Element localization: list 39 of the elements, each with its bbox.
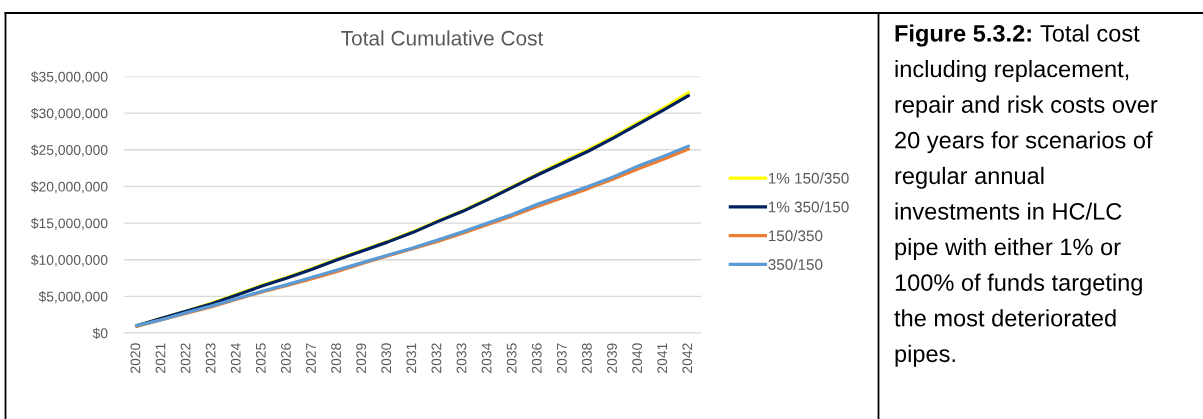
x-tick-label: 2030	[381, 343, 392, 373]
x-tick-label: 2029	[356, 343, 367, 373]
text: Total cost	[1040, 24, 1140, 42]
legend-label: 1% 350/150	[768, 201, 849, 213]
y-tick-label: $20,000,000	[30, 181, 108, 194]
x-tick-label: 2020	[130, 343, 141, 373]
x-tick-label: 2022	[180, 343, 191, 373]
legend-label: 350/150	[768, 258, 823, 270]
legend-label: 1% 150/350	[768, 172, 849, 184]
x-tick-label: 2041	[657, 343, 668, 373]
x-tick-label: 2027	[306, 343, 316, 373]
x-tick-label: 2039	[607, 343, 617, 373]
y-tick-label: $0	[92, 327, 108, 339]
x-tick-label: 2038	[582, 343, 592, 373]
x-tick-label: 2021	[155, 343, 166, 373]
x-tick-label: 2025	[255, 343, 266, 373]
x-tick-label: 2028	[331, 343, 341, 373]
y-tick-label: $30,000,000	[30, 107, 108, 120]
legend-label: 150/350	[768, 229, 823, 242]
x-tick-label: 2036	[531, 343, 542, 373]
y-tick-label: $5,000,000	[38, 291, 108, 304]
x-tick-label: 2033	[456, 343, 467, 373]
x-tick-label: 2032	[431, 343, 442, 373]
x-tick-label: 2040	[632, 343, 643, 373]
x-tick-label: 2035	[506, 343, 517, 373]
y-tick-label: $25,000,000	[30, 144, 108, 157]
x-tick-label: 2031	[406, 343, 417, 373]
x-tick-label: 2042	[682, 343, 693, 373]
chart-title: Total Cumulative Cost	[341, 30, 544, 46]
x-tick-label: 2024	[230, 343, 241, 373]
x-tick-label: 2023	[205, 343, 216, 373]
y-tick-label: $15,000,000	[30, 217, 108, 230]
x-tick-label: 2037	[556, 343, 567, 373]
caption: Figure 5.3.2:	[895, 24, 1031, 47]
text: including replacement, repair and risk costs over 20 years for scenarios of regular annual investments in HC/LC pipe with either 1% or 100% of funds targeting the most deteriorated pipes.	[894, 60, 1158, 367]
x-tick-label: 2034	[481, 343, 492, 373]
x-tick-label: 2026	[280, 343, 291, 373]
y-tick-label: $35,000,000	[30, 71, 108, 84]
y-tick-label: $10,000,000	[30, 254, 108, 267]
